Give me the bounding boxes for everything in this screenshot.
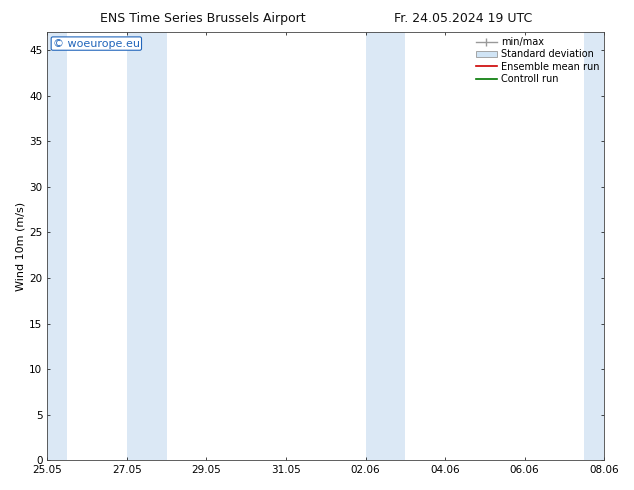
Bar: [127, 32, 167, 460]
Text: ENS Time Series Brussels Airport: ENS Time Series Brussels Airport: [100, 12, 306, 25]
Bar: [48, 32, 67, 460]
Bar: [585, 32, 604, 460]
Legend: min/max, Standard deviation, Ensemble mean run, Controll run: min/max, Standard deviation, Ensemble me…: [472, 34, 602, 87]
Y-axis label: Wind 10m (m/s): Wind 10m (m/s): [15, 201, 25, 291]
Bar: [366, 32, 405, 460]
Text: © woeurope.eu: © woeurope.eu: [53, 39, 140, 49]
Text: Fr. 24.05.2024 19 UTC: Fr. 24.05.2024 19 UTC: [394, 12, 532, 25]
